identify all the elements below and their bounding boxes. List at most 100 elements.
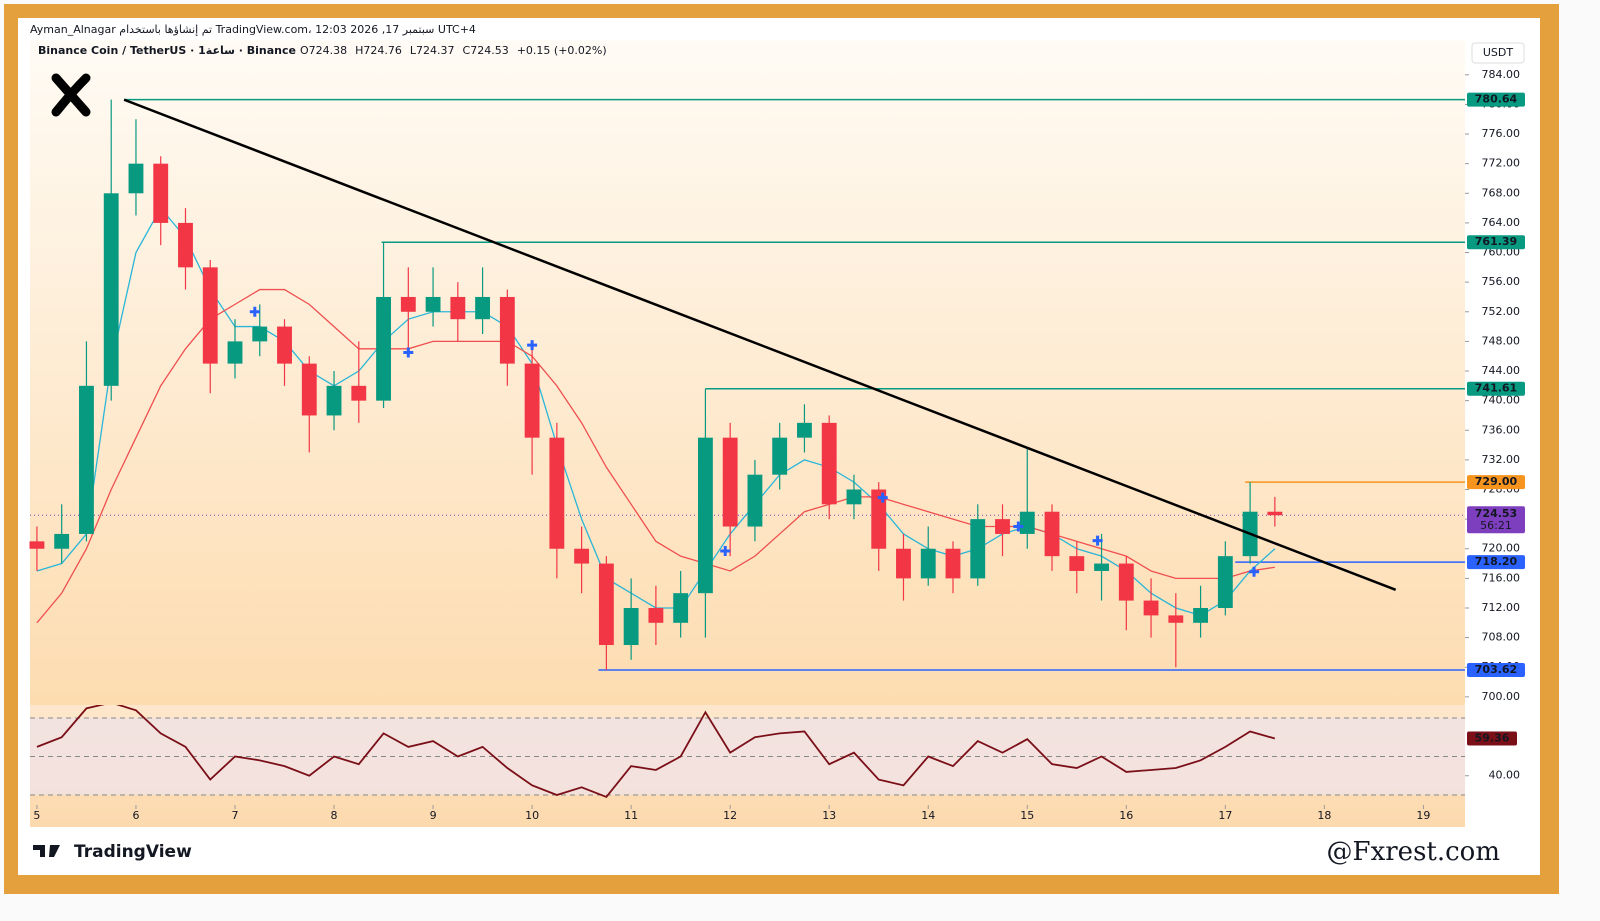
rsi-last-box	[1467, 731, 1517, 746]
candle-body	[722, 437, 738, 527]
x-tick-label: 17	[1218, 809, 1232, 822]
candle-body	[574, 548, 590, 564]
candle-body	[79, 385, 94, 534]
signal	[720, 545, 731, 556]
signal	[1013, 521, 1024, 532]
countdown: 56:21	[1480, 519, 1512, 532]
candle-body	[1168, 615, 1184, 623]
candle-body	[1143, 600, 1159, 616]
candle-body	[697, 437, 713, 594]
y-tick-label: 764.00	[1482, 216, 1521, 229]
y-tick-label: 768.00	[1482, 186, 1521, 199]
currency: USDT	[1483, 46, 1514, 59]
x-tick-label: 16	[1119, 809, 1133, 822]
plot-bg	[30, 40, 1465, 705]
x-tick-label: 13	[822, 809, 836, 822]
y-tick-label: 736.00	[1482, 423, 1521, 436]
candle-body	[29, 541, 45, 549]
candle-body	[871, 489, 887, 549]
signal	[1249, 566, 1260, 577]
level-label: 703.62	[1475, 663, 1517, 676]
candle-body	[1267, 511, 1283, 516]
y-tick-label: 720.00	[1482, 542, 1521, 555]
candle-body	[1044, 511, 1060, 557]
candle-body	[475, 296, 491, 320]
candle-body	[1094, 563, 1109, 571]
signal	[877, 492, 888, 503]
candle-body	[747, 474, 763, 527]
candle-body	[970, 519, 986, 579]
candle-body	[252, 326, 268, 342]
candle-body	[178, 222, 193, 268]
candle-body	[351, 385, 367, 401]
candle-body	[896, 548, 911, 579]
candle-body	[772, 437, 788, 475]
signal	[1092, 535, 1103, 546]
ohlc-value: C724.53	[463, 44, 509, 57]
candle-body	[1193, 607, 1209, 623]
last-price-label: 724.53	[1475, 507, 1517, 520]
level-box	[1467, 381, 1525, 396]
candle-body	[128, 163, 144, 194]
header-top: Ayman_Alnagar تم إنشاؤها باستخدام Tradin…	[30, 23, 476, 36]
candle-body	[277, 326, 292, 364]
rsi-band	[30, 717, 1465, 795]
y-tick-label: 740.00	[1482, 394, 1521, 407]
moving-average	[36, 288, 1275, 624]
x-tick-label: 8	[331, 809, 338, 822]
y-tick-label: 772.00	[1482, 157, 1521, 170]
x-tick-label: 18	[1317, 809, 1331, 822]
candle-body	[301, 363, 317, 416]
trendline	[123, 98, 1397, 592]
y-tick-label: 776.00	[1482, 127, 1521, 140]
ohlc-value: L724.37	[410, 44, 455, 57]
y-tick-label: 752.00	[1482, 305, 1521, 318]
signal	[403, 347, 414, 358]
candle-body	[400, 296, 416, 312]
level-label: 741.61	[1475, 382, 1517, 395]
y-tick-label: 712.00	[1482, 601, 1521, 614]
candle-body	[1019, 511, 1035, 534]
level-box	[1467, 92, 1525, 107]
candle-body	[425, 296, 441, 312]
candle-body	[598, 563, 614, 646]
brand: TradingView	[74, 842, 192, 862]
candle-body	[673, 593, 689, 623]
x-tick-label: 7	[232, 809, 239, 822]
candle-body	[524, 363, 540, 438]
x-tick-label: 10	[525, 809, 539, 822]
symbol: Binance Coin / TetherUS · 1ساعة · Binanc…	[38, 44, 296, 57]
candle-body	[920, 548, 936, 579]
candle-body	[54, 533, 70, 549]
ohlc-value: H724.76	[355, 44, 402, 57]
rsi-tick-label: 40.00	[1489, 769, 1521, 782]
level-label: 780.64	[1475, 93, 1518, 106]
candle-body	[1217, 556, 1233, 608]
level-box	[1467, 663, 1525, 678]
candle-body	[648, 607, 664, 623]
candle-body	[376, 296, 391, 401]
level-label: 718.20	[1475, 555, 1518, 568]
y-tick-label: 716.00	[1482, 571, 1521, 584]
ohlc-value: O724.38	[300, 44, 347, 57]
logo	[51, 73, 91, 117]
y-tick-label: 748.00	[1482, 334, 1521, 347]
watermark: @Fxrest.com	[1327, 837, 1500, 867]
level-box	[1467, 555, 1525, 570]
level-box	[1467, 235, 1525, 250]
signal	[527, 340, 538, 351]
candle-body	[623, 607, 639, 646]
rsi-last-label: 59.36	[1475, 731, 1510, 744]
candle-body	[846, 489, 862, 505]
candle-body	[1118, 563, 1134, 601]
brand-logo	[33, 845, 60, 857]
candle-body	[549, 437, 565, 549]
candle-body	[450, 296, 466, 320]
rsi-line	[36, 705, 1276, 798]
x-tick-label: 19	[1416, 809, 1430, 822]
y-tick-label: 708.00	[1482, 631, 1521, 644]
x-tick-label: 14	[921, 809, 935, 822]
currency-box	[1471, 42, 1525, 64]
